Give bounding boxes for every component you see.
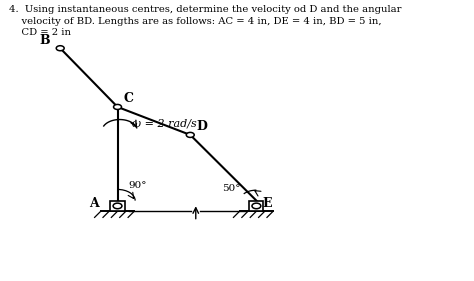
Circle shape [252,203,261,209]
Circle shape [113,203,122,209]
Circle shape [114,105,121,110]
Text: E: E [263,197,272,210]
Bar [110,201,125,211]
Text: B: B [40,34,51,47]
Text: 90°: 90° [128,181,147,190]
Text: A: A [89,197,99,210]
Circle shape [56,46,64,51]
Bar [249,201,264,211]
Text: 4.  Using instantaneous centres, determine the velocity od D and the angular
   : 4. Using instantaneous centres, determin… [9,5,401,37]
Text: ω = 2 rad/s: ω = 2 rad/s [132,119,197,129]
Text: 50°: 50° [222,184,240,193]
Circle shape [186,132,194,137]
Text: D: D [196,120,207,133]
Text: C: C [124,92,134,105]
